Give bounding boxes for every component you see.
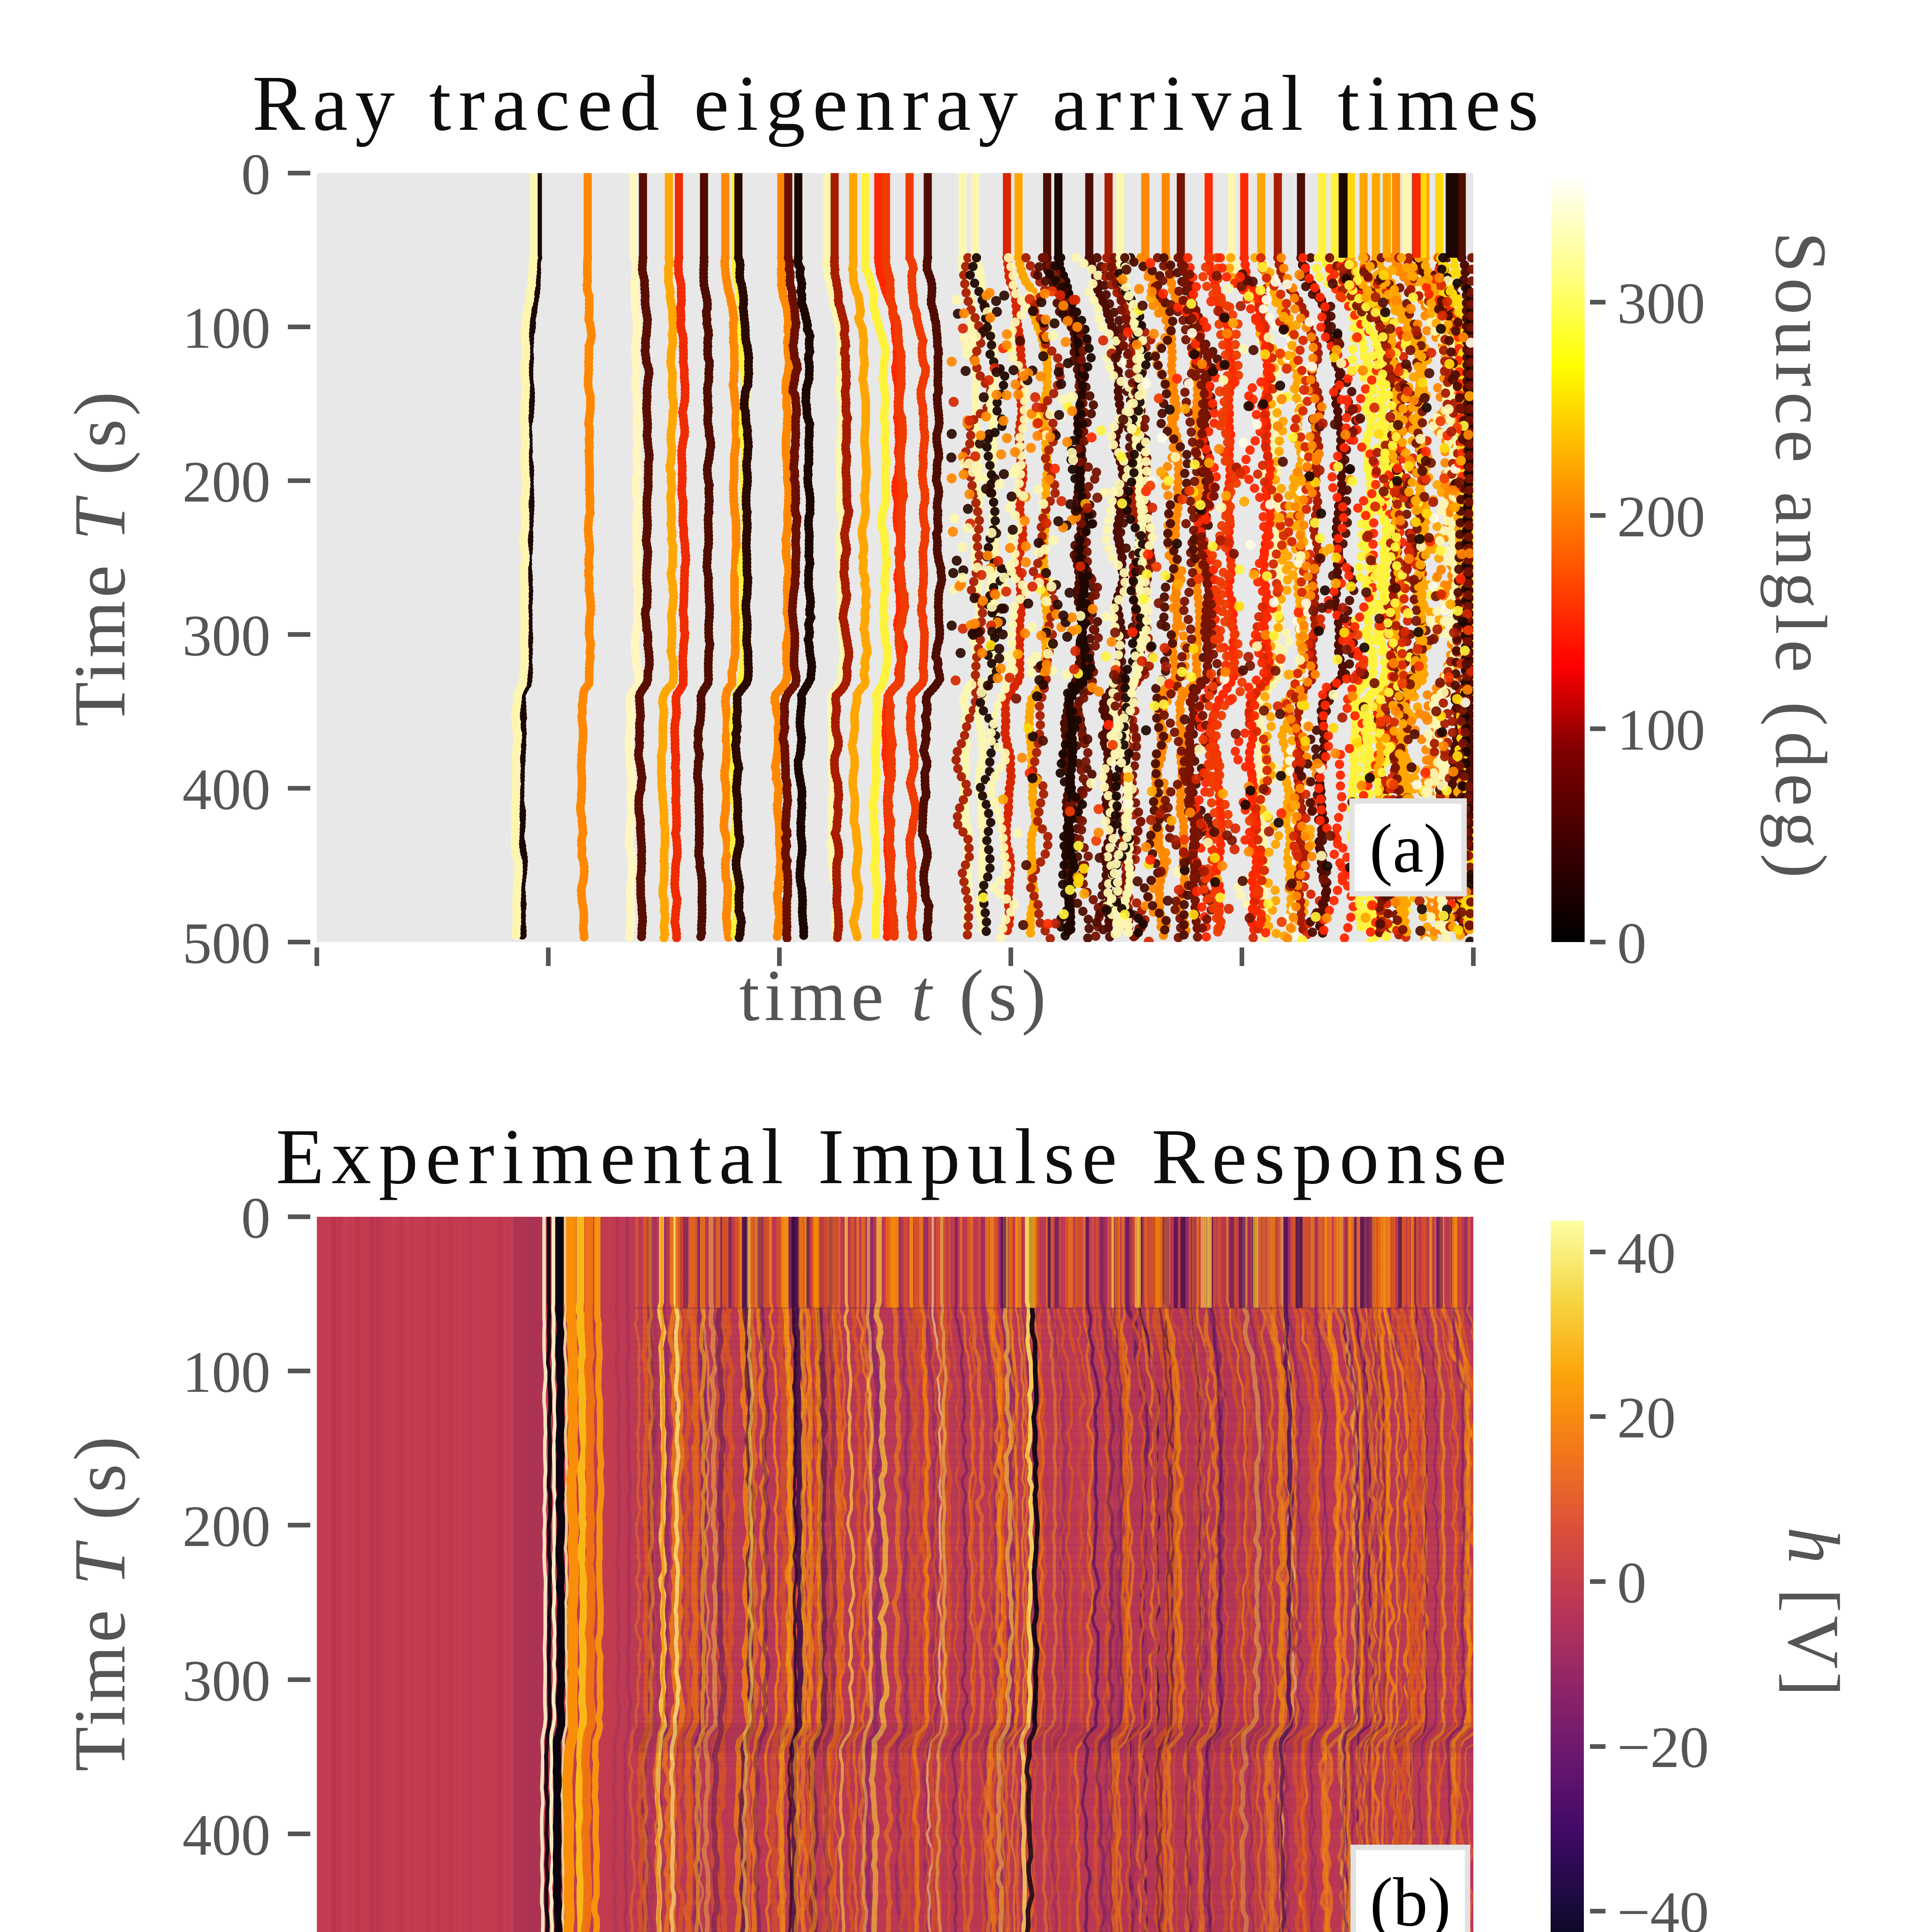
svg-text:300: 300 [1617,271,1705,336]
svg-text:0: 0 [1617,1550,1646,1615]
svg-text:h [V]: h [V] [1773,1527,1854,1699]
svg-text:200: 200 [182,1494,270,1559]
svg-text:Time T (s): Time T (s) [60,1433,141,1771]
svg-text:200: 200 [1617,484,1705,549]
svg-text:Experimental Impulse Response: Experimental Impulse Response [276,1113,1514,1201]
svg-text:300: 300 [182,603,270,668]
svg-text:(b): (b) [1370,1864,1451,1932]
svg-text:(a): (a) [1369,810,1447,887]
svg-text:500: 500 [182,911,270,976]
svg-text:Time T (s): Time T (s) [60,388,141,726]
svg-text:−20: −20 [1617,1715,1709,1780]
svg-text:0: 0 [241,1185,270,1250]
svg-text:300: 300 [182,1648,270,1713]
svg-text:0: 0 [241,142,270,207]
svg-text:20: 20 [1617,1385,1676,1450]
svg-text:100: 100 [182,296,270,361]
svg-text:time t (s): time t (s) [739,955,1051,1036]
svg-text:Ray traced eigenray arrival ti: Ray traced eigenray arrival times [252,60,1546,147]
svg-text:400: 400 [182,757,270,822]
svg-text:0: 0 [1617,911,1646,976]
svg-text:400: 400 [182,1803,270,1867]
svg-text:Source angle (deg): Source angle (deg) [1760,232,1841,884]
svg-text:200: 200 [182,449,270,514]
svg-text:40: 40 [1617,1221,1676,1286]
svg-text:100: 100 [182,1340,270,1405]
svg-text:100: 100 [1617,697,1705,762]
svg-text:−40: −40 [1617,1880,1709,1932]
